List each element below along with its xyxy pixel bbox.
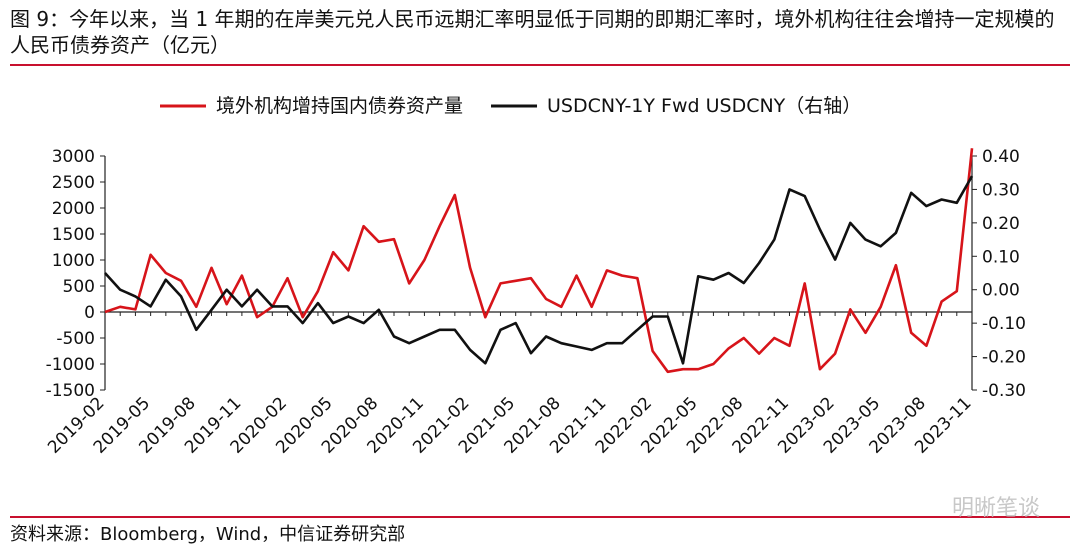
title-divider xyxy=(10,64,1070,66)
right-axis-tick-label: -0.30 xyxy=(982,381,1026,401)
left-axis-tick-label: -1000 xyxy=(46,355,95,375)
right-axis-tick-label: 0.40 xyxy=(982,147,1020,167)
series-line-2 xyxy=(104,175,974,365)
legend-label-1: 境外机构增持国内债券资产量 xyxy=(216,95,463,117)
series-lines xyxy=(104,148,974,374)
legend-label-2: USDCNY-1Y Fwd USDCNY（右轴） xyxy=(547,95,861,117)
chart: 境外机构增持国内债券资产量 USDCNY-1Y Fwd USDCNY（右轴） 30… xyxy=(44,95,1026,458)
source-note: 资料来源：Bloomberg，Wind，中信证券研究部 xyxy=(10,524,406,545)
left-axis-tick-label: -1500 xyxy=(46,381,95,401)
left-axis-tick-label: 1500 xyxy=(52,225,95,245)
left-axis-tick-label: 0 xyxy=(84,303,95,323)
right-axis-tick-label: 0.20 xyxy=(982,214,1020,234)
right-axis-tick-label: 0.30 xyxy=(982,180,1020,200)
left-axis-tick-label: 2500 xyxy=(52,173,95,193)
right-axis-tick-label: 0.10 xyxy=(982,247,1020,267)
left-axis-tick-label: 3000 xyxy=(52,147,95,167)
chart-title: 图 9：今年以来，当 1 年期的在岸美元兑人民币远期汇率明显低于同期的即期汇率时… xyxy=(10,7,1055,57)
watermark: 明晰笔谈 xyxy=(951,496,1040,521)
right-axis-tick-label: 0.00 xyxy=(982,281,1020,301)
right-axis-tick-label: -0.10 xyxy=(982,314,1026,334)
left-axis-tick-label: -500 xyxy=(56,329,95,349)
left-axis-tick-label: 2000 xyxy=(52,199,95,219)
axes: 3000 2500 2000 1500 1000 500 0 -500 -1000 -1500 0.… xyxy=(44,147,1026,458)
right-axis-tick-label: -0.20 xyxy=(982,348,1026,368)
legend: 境外机构增持国内债券资产量 USDCNY-1Y Fwd USDCNY（右轴） xyxy=(160,95,861,117)
left-axis-tick-label: 500 xyxy=(63,277,95,297)
left-axis-tick-label: 1000 xyxy=(52,251,95,271)
source-divider xyxy=(10,516,1070,518)
series-line-1 xyxy=(104,148,974,374)
